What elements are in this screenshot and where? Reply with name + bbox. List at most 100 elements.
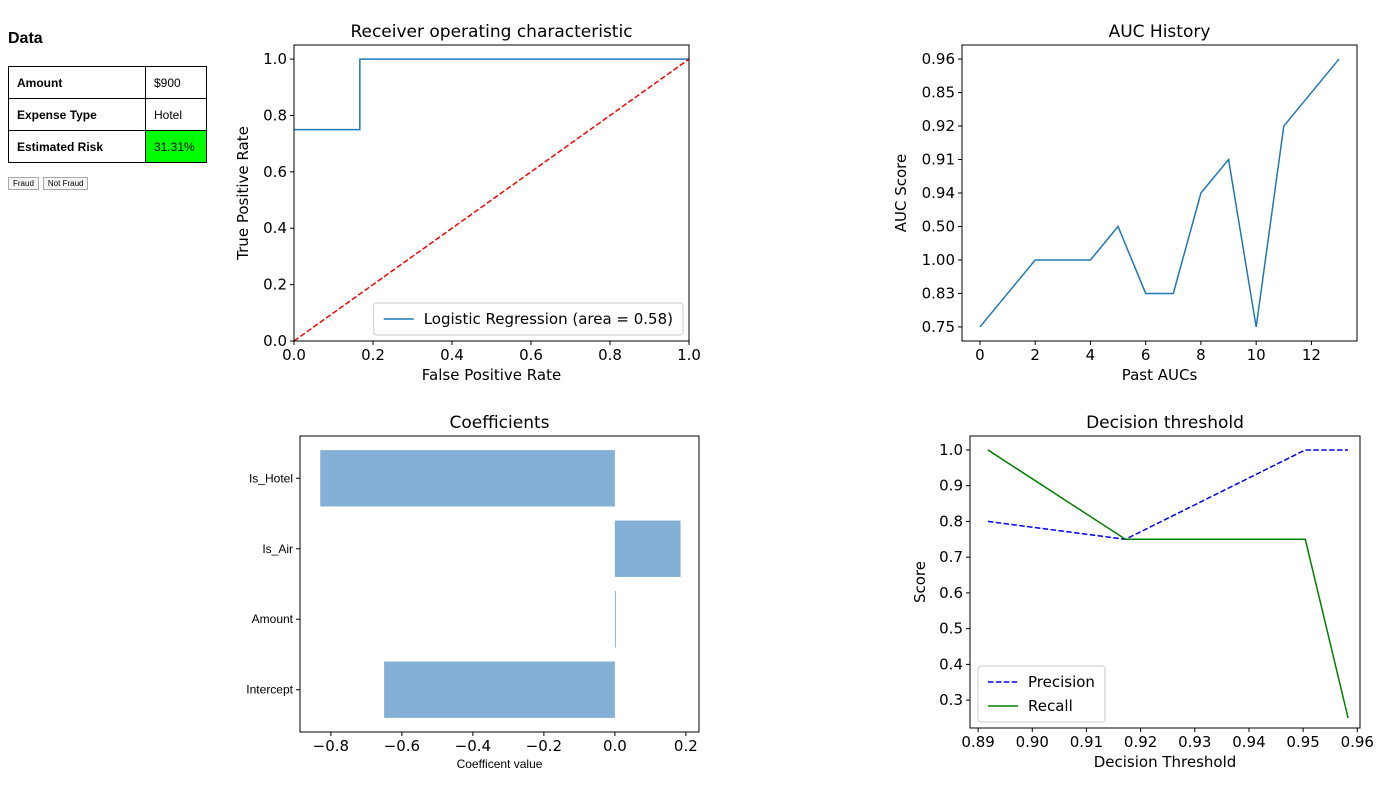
- x-axis-label: Coefficent value: [457, 757, 543, 771]
- legend-label: Precision: [1028, 673, 1095, 691]
- y-tick-label: 1.00: [922, 251, 955, 269]
- series-line: [293, 58, 690, 342]
- series-line: [987, 449, 1349, 719]
- x-tick-label: 8: [1196, 346, 1206, 364]
- axes-frame: [299, 435, 700, 733]
- y-tick-label: 0.94: [922, 184, 955, 202]
- row-key: Estimated Risk: [8, 130, 146, 163]
- y-tick-label: 0.75: [922, 318, 955, 336]
- chart-title: AUC History: [1109, 22, 1211, 42]
- x-tick-label: 12: [1302, 346, 1321, 364]
- y-tick-label: 0.5: [939, 620, 963, 638]
- bar: [384, 661, 615, 718]
- y-tick-label: 0.96: [922, 50, 955, 68]
- x-tick-label: 0.0: [603, 737, 627, 755]
- series-line: [987, 449, 1349, 541]
- y-tick-label: 0.2: [263, 276, 287, 294]
- legend: Precision Recall: [977, 665, 1106, 723]
- x-tick-label: 0.90: [1016, 733, 1049, 751]
- x-tick-label: 6: [1141, 346, 1151, 364]
- y-tick-label: 0.4: [939, 655, 963, 673]
- x-tick-label: 0.2: [674, 737, 698, 755]
- x-tick-label: 0.89: [961, 733, 994, 751]
- table-row: Estimated Risk 31.31%: [8, 130, 207, 163]
- legend-box: [977, 665, 1106, 723]
- x-tick-label: 0.92: [1124, 733, 1157, 751]
- row-key: Amount: [8, 66, 146, 99]
- bar: [614, 591, 616, 648]
- x-tick-label: 0.0: [282, 346, 306, 364]
- y-tick-label: 0.91: [922, 151, 955, 169]
- x-tick-label: −0.2: [526, 737, 562, 755]
- x-tick-label: 10: [1247, 346, 1266, 364]
- y-tick-label: 1.0: [939, 441, 963, 459]
- y-tick-label: 0.9: [939, 477, 963, 495]
- y-tick-label: 0.6: [939, 584, 963, 602]
- y-tick-label: 0.0: [263, 332, 287, 350]
- x-tick-label: 0.94: [1232, 733, 1265, 751]
- x-tick-label: 0.6: [519, 346, 543, 364]
- x-tick-label: 0.96: [1341, 733, 1374, 751]
- axes-frame: [961, 44, 1358, 342]
- x-axis-label: Past AUCs: [1122, 366, 1198, 384]
- y-tick-label: 0.3: [939, 691, 963, 709]
- x-tick-label: 0.4: [440, 346, 464, 364]
- legend-box: [373, 302, 684, 336]
- y-tick-label: 0.83: [922, 284, 955, 302]
- y-axis-label: True Positive Rate: [234, 126, 252, 261]
- legend-label: Logistic Regression (area = 0.58): [424, 310, 673, 328]
- row-value: Hotel: [145, 98, 207, 131]
- legend: Logistic Regression (area = 0.58): [373, 302, 684, 336]
- x-tick-label: 2: [1030, 346, 1040, 364]
- bar: [614, 520, 681, 577]
- y-axis-label: AUC Score: [892, 154, 910, 233]
- y-tick-label: 1.0: [263, 50, 287, 68]
- chart-title: Receiver operating characteristic: [350, 22, 632, 42]
- y-tick-label: Is_Hotel: [249, 471, 293, 485]
- data-panel: Data Amount $900 Expense Type Hotel Estimate…: [8, 30, 208, 190]
- series-line: [294, 58, 689, 131]
- row-key: Expense Type: [8, 98, 146, 131]
- x-axis-label: False Positive Rate: [422, 366, 561, 384]
- row-value: 31.31%: [145, 130, 207, 163]
- x-axis-label: Decision Threshold: [1094, 753, 1237, 771]
- x-tick-label: −0.4: [455, 737, 491, 755]
- y-tick-label: 0.8: [263, 106, 287, 124]
- x-tick-label: 0: [975, 346, 985, 364]
- action-button[interactable]: Not Fraud: [42, 177, 89, 190]
- y-tick-label: 0.4: [263, 219, 287, 237]
- chart-title: Coefficients: [450, 413, 550, 433]
- y-tick-label: 0.92: [922, 117, 955, 135]
- x-tick-label: 0.8: [598, 346, 622, 364]
- x-tick-label: −0.6: [384, 737, 420, 755]
- series-line: [979, 58, 1340, 328]
- table-row: Expense Type Hotel: [8, 98, 207, 131]
- axes-frame: [969, 435, 1361, 729]
- y-tick-label: 0.50: [922, 217, 955, 235]
- x-tick-label: 0.95: [1286, 733, 1319, 751]
- axes-frame: [293, 44, 690, 342]
- legend-label: Recall: [1028, 697, 1073, 715]
- panel-title: Data: [8, 30, 43, 47]
- y-axis-label: Score: [911, 561, 929, 603]
- y-tick-label: 0.6: [263, 163, 287, 181]
- x-tick-label: 4: [1086, 346, 1096, 364]
- buttons: Fraud Not Fraud: [8, 177, 208, 190]
- bar: [320, 450, 615, 507]
- y-tick-label: 0.85: [922, 84, 955, 102]
- data-table: Amount $900 Expense Type Hotel Estimated Ris…: [8, 66, 207, 163]
- chart-title: Decision threshold: [1086, 413, 1244, 433]
- y-tick-label: 0.8: [939, 512, 963, 530]
- x-tick-label: 0.93: [1178, 733, 1211, 751]
- row-value: $900: [145, 66, 207, 99]
- x-tick-label: 0.2: [361, 346, 385, 364]
- x-tick-label: 1.0: [677, 346, 701, 364]
- x-tick-label: 0.91: [1070, 733, 1103, 751]
- y-tick-label: Intercept: [246, 683, 293, 697]
- y-tick-label: Is_Air: [262, 542, 293, 556]
- action-button[interactable]: Fraud: [8, 177, 39, 190]
- y-tick-label: 0.7: [939, 548, 963, 566]
- table-row: Amount $900: [8, 66, 207, 99]
